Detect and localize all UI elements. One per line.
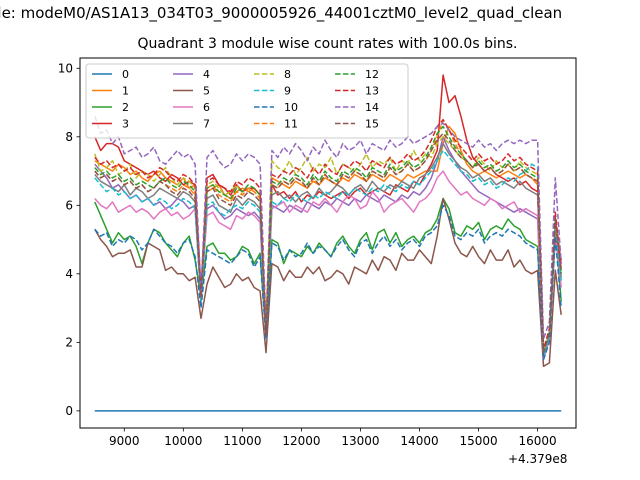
x-tick-label: 13000 bbox=[341, 434, 379, 448]
x-tick-label: 14000 bbox=[400, 434, 438, 448]
legend-label-5: 5 bbox=[203, 85, 210, 98]
series-line-4 bbox=[94, 136, 562, 357]
y-tick-label: 8 bbox=[65, 130, 73, 144]
legend-label-0: 0 bbox=[122, 68, 129, 81]
legend-label-4: 4 bbox=[203, 68, 210, 81]
y-tick-label: 2 bbox=[65, 336, 73, 350]
series-line-15 bbox=[94, 132, 562, 354]
x-tick-label: 11000 bbox=[223, 434, 261, 448]
legend-label-9: 9 bbox=[284, 85, 291, 98]
series-line-10 bbox=[94, 204, 562, 361]
legend-label-14: 14 bbox=[365, 101, 379, 114]
legend-label-1: 1 bbox=[122, 85, 129, 98]
chart-title: Quadrant 3 module wise count rates with … bbox=[137, 36, 518, 52]
x-tick-label: 16000 bbox=[519, 434, 557, 448]
legend-label-3: 3 bbox=[122, 118, 129, 131]
series-line-14 bbox=[94, 115, 562, 340]
x-offset-label: +4.379e8 bbox=[508, 452, 568, 466]
legend-label-2: 2 bbox=[122, 101, 129, 114]
axes-frame bbox=[79, 57, 577, 429]
series-line-5 bbox=[94, 197, 562, 368]
legend-box bbox=[85, 63, 409, 139]
y-tick-label: 0 bbox=[65, 404, 73, 418]
x-axis: 9000 10000 11000 12000 13000 14000 15000 16000 bbox=[109, 428, 557, 448]
series-line-13 bbox=[94, 118, 562, 350]
series-line-9 bbox=[94, 149, 562, 357]
series-line-2 bbox=[94, 197, 562, 357]
y-tick-label: 6 bbox=[65, 199, 73, 213]
legend-label-15: 15 bbox=[365, 118, 379, 131]
series-line-12 bbox=[94, 125, 562, 354]
x-tick-label: 10000 bbox=[164, 434, 202, 448]
x-tick-label: 9000 bbox=[109, 434, 140, 448]
y-tick-label: 10 bbox=[58, 62, 73, 76]
legend-label-11: 11 bbox=[284, 118, 298, 131]
series-line-6 bbox=[94, 170, 562, 361]
series-layer bbox=[94, 74, 562, 412]
legend-label-12: 12 bbox=[365, 68, 379, 81]
x-tick-label: 12000 bbox=[282, 434, 320, 448]
legend-label-13: 13 bbox=[365, 85, 379, 98]
legend-label-7: 7 bbox=[203, 118, 210, 131]
legend-label-8: 8 bbox=[284, 68, 291, 81]
suptitle-text: a file: modeM0/AS1A13_034T03_9000005926_… bbox=[0, 4, 563, 22]
legend-label-6: 6 bbox=[203, 101, 210, 114]
x-tick-label: 15000 bbox=[459, 434, 497, 448]
y-axis: 0 2 4 6 8 10 bbox=[58, 62, 80, 418]
y-tick-label: 4 bbox=[65, 267, 73, 281]
series-line-1 bbox=[94, 125, 562, 354]
legend-label-10: 10 bbox=[284, 101, 298, 114]
